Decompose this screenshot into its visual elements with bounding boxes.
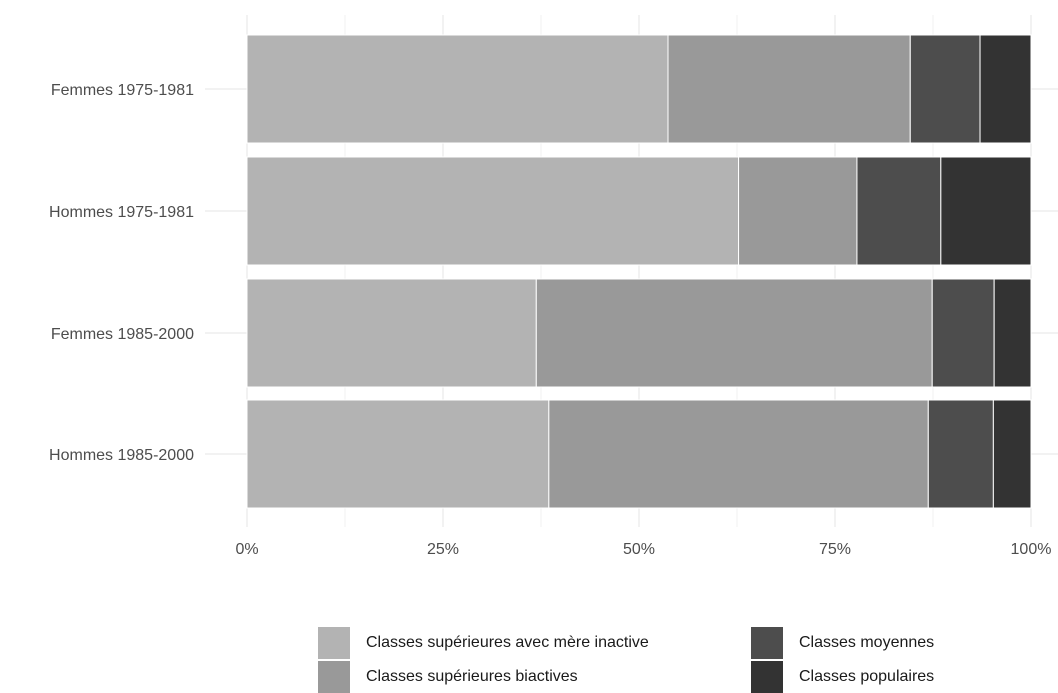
x-tick-label: 75%: [819, 541, 851, 558]
legend-label: Classes moyennes: [799, 634, 935, 651]
legend-item-classes-moyennes: Classes moyennes: [751, 627, 934, 659]
bar-segment: [940, 156, 1032, 266]
bar-segment: [856, 156, 942, 266]
legend-swatch: [751, 661, 783, 693]
stacked-bar-chart: Femmes 1975-1981 Hommes 1975-1981 Femmes 1…: [49, 15, 1058, 558]
legend-swatch: [318, 661, 350, 693]
x-tick-label: 100%: [1011, 541, 1052, 558]
y-tick-label: Hommes 1985-2000: [49, 447, 194, 464]
y-tick-label: Femmes 1985-2000: [51, 326, 194, 343]
y-tick-label: Femmes 1975-1981: [51, 82, 194, 99]
bar-segment: [993, 278, 1032, 388]
bar-segment: [535, 278, 933, 388]
legend-label: Classes supérieures avec mère inactive: [366, 634, 649, 651]
bar-segment: [909, 34, 981, 144]
legend-swatch: [318, 627, 350, 659]
legend-swatch: [751, 627, 783, 659]
bar-segment: [992, 399, 1032, 509]
x-tick-label: 25%: [427, 541, 459, 558]
x-tick-label: 50%: [623, 541, 655, 558]
bar-segment: [979, 34, 1032, 144]
legend-item-superieures-biactives: Classes supérieures biactives: [318, 661, 578, 693]
x-tick-label: 0%: [235, 541, 258, 558]
legend-item-superieures-mere-inactive: Classes supérieures avec mère inactive: [318, 627, 649, 659]
bar-segment: [246, 278, 537, 388]
legend: Classes supérieures avec mère inactive C…: [318, 625, 1058, 693]
bar-segment: [667, 34, 911, 144]
legend-label: Classes populaires: [799, 668, 935, 685]
legend-label: Classes supérieures biactives: [366, 668, 578, 685]
bar-segment: [738, 156, 858, 266]
bar-segment: [548, 399, 929, 509]
y-tick-label: Hommes 1975-1981: [49, 204, 194, 221]
bar-segment: [927, 399, 994, 509]
bar-segment: [246, 156, 740, 266]
bar-segment: [246, 399, 550, 509]
legend-item-classes-populaires: Classes populaires: [751, 661, 934, 693]
bar-segment: [931, 278, 995, 388]
bar-segment: [246, 34, 669, 144]
